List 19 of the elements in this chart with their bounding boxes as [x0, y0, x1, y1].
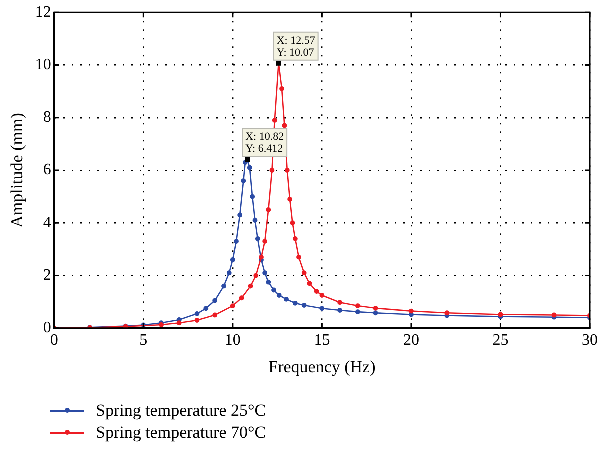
y-axis-title: Amplitude (mm) — [8, 113, 27, 228]
x-tick-label: 5 — [140, 332, 148, 350]
y-tick-label: 8 — [43, 109, 52, 126]
annotation: X: 12.57 Y: 10.07 — [276, 34, 316, 59]
y-tick-label: 12 — [35, 4, 52, 21]
y-tick-label: 10 — [35, 56, 52, 74]
legend-label: Spring temperature 25°C — [96, 401, 266, 421]
legend-label: Spring temperature 70°C — [96, 423, 266, 443]
x-tick-label: 10 — [224, 332, 241, 350]
x-tick-label: 15 — [314, 332, 330, 350]
y-tick-label: 6 — [43, 162, 52, 179]
y-tick-label: 0 — [43, 320, 52, 337]
x-tick-label: 25 — [492, 332, 509, 350]
y-tick-label: 2 — [43, 266, 52, 284]
x-tick-label: 20 — [403, 332, 420, 350]
annotation: X: 10.82 Y: 6.412 — [246, 131, 284, 156]
x-axis-title: Frequency (Hz) — [268, 357, 376, 376]
y-tick-label: 4 — [43, 214, 52, 232]
x-tick-label: 30 — [582, 332, 598, 350]
